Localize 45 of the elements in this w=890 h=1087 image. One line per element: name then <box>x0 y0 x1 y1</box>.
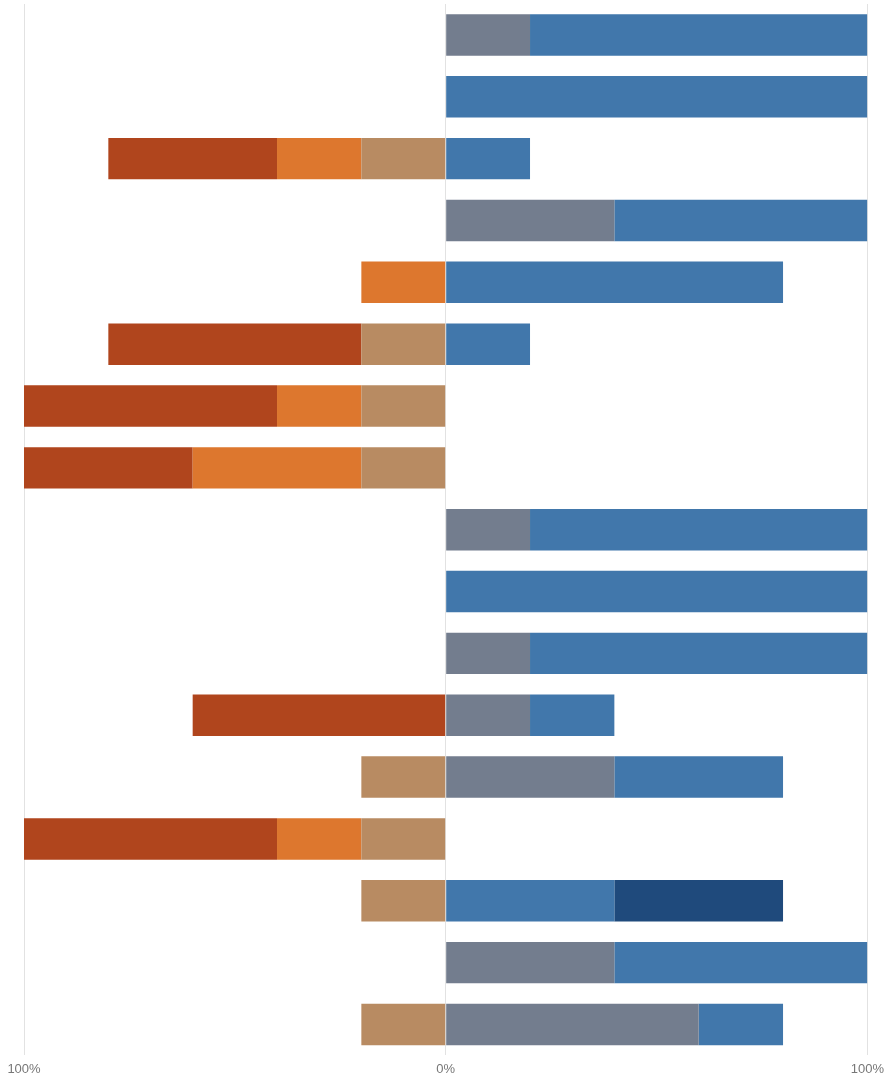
bar <box>192 447 362 489</box>
bar <box>446 570 868 613</box>
bar <box>446 1003 699 1046</box>
bar <box>446 756 615 798</box>
bar <box>361 137 446 180</box>
bar <box>614 880 784 922</box>
bar <box>446 694 531 736</box>
bar <box>277 137 362 180</box>
bar <box>361 818 446 860</box>
bar <box>698 1003 784 1046</box>
bar <box>24 447 193 489</box>
bar <box>446 137 531 180</box>
bar <box>446 323 531 365</box>
bar <box>361 880 446 922</box>
x-tick-label: 100% <box>850 1060 885 1076</box>
bar <box>361 323 446 365</box>
bar <box>361 1003 446 1046</box>
bar <box>361 447 446 489</box>
bar <box>530 632 868 675</box>
bar <box>530 14 868 56</box>
bar <box>192 694 446 736</box>
bar <box>108 323 362 365</box>
bar <box>108 137 278 180</box>
bar <box>614 941 868 984</box>
bar <box>530 694 615 736</box>
bar <box>446 199 615 242</box>
bar <box>614 756 784 798</box>
bar <box>361 261 446 304</box>
bar <box>446 632 531 675</box>
bar <box>24 818 278 860</box>
bar <box>446 261 784 304</box>
bar <box>361 385 446 427</box>
x-tick-label: 100% <box>7 1060 42 1076</box>
bar <box>446 76 868 118</box>
bar <box>614 199 868 242</box>
bar <box>530 508 868 551</box>
bar <box>446 14 531 56</box>
x-tick-label: 0% <box>436 1060 456 1076</box>
bar <box>361 756 446 798</box>
bar <box>446 508 531 551</box>
bar <box>446 941 615 984</box>
bar <box>277 818 362 860</box>
bar <box>24 385 278 427</box>
bar <box>446 880 615 922</box>
bar <box>277 385 362 427</box>
